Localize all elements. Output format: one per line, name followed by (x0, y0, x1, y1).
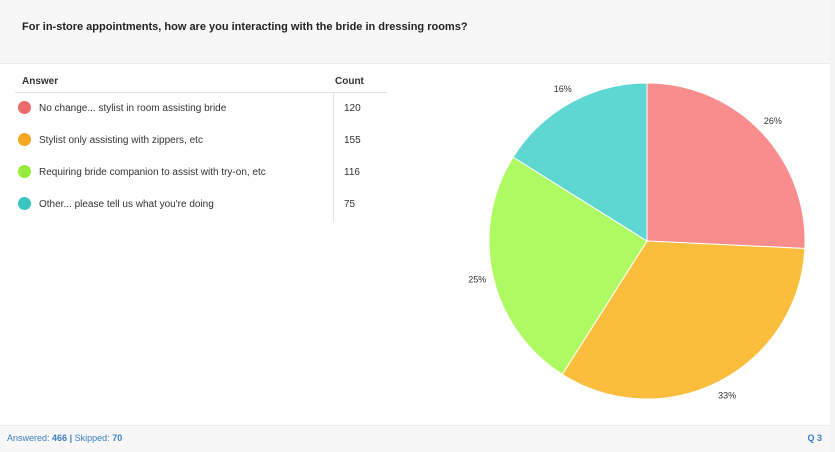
skipped-value: 70 (112, 433, 123, 443)
table-row: Stylist only assisting with zippers, etc… (15, 125, 387, 157)
answer-count: 116 (344, 167, 360, 178)
table-row: No change... stylist in room assisting b… (15, 93, 387, 125)
footer-bar: Answered: 466 | Skipped: 70 Q 3 (0, 425, 830, 452)
question-number: Q 3 (807, 433, 822, 443)
legend-dot (18, 165, 31, 178)
answered-value: 466 (52, 433, 68, 443)
answer-label: No change... stylist in room assisting b… (39, 103, 227, 114)
answer-count: 75 (344, 199, 356, 210)
column-divider (333, 92, 334, 222)
question-header: For in-store appointments, how are you i… (0, 0, 830, 64)
count-column-header: Count (335, 76, 364, 87)
table-row: Other... please tell us what you're doin… (15, 189, 387, 221)
header-divider (15, 92, 387, 93)
pie-slice (512, 82, 648, 242)
table-row: Requiring bride companion to assist with… (15, 157, 387, 189)
slice-percent-label: 25% (468, 274, 486, 284)
pie-slice (561, 240, 806, 400)
slice-percent-label: 33% (718, 390, 736, 400)
stats-separator: | (69, 433, 73, 443)
slice-percent-label: 26% (764, 116, 782, 126)
response-stats: Answered: 466 | Skipped: 70 (7, 433, 122, 443)
slice-percent-label: 16% (554, 84, 572, 94)
answer-label: Stylist only assisting with zippers, etc (39, 135, 203, 146)
pie-chart: 26% 33% 25% 16% (468, 82, 806, 400)
legend-dot (18, 101, 31, 114)
question-title: For in-store appointments, how are you i… (22, 21, 468, 33)
answered-label: Answered: (7, 433, 50, 443)
answer-count: 120 (344, 103, 361, 114)
answer-label: Requiring bride companion to assist with… (39, 167, 266, 178)
legend-dot (18, 197, 31, 210)
answer-column-header: Answer (22, 76, 59, 87)
pie-slice (488, 156, 648, 376)
answer-label: Other... please tell us what you're doin… (39, 199, 214, 210)
legend-dot (18, 133, 31, 146)
answer-count: 155 (344, 135, 361, 146)
skipped-label: Skipped: (74, 433, 110, 443)
pie-slice (646, 82, 806, 249)
